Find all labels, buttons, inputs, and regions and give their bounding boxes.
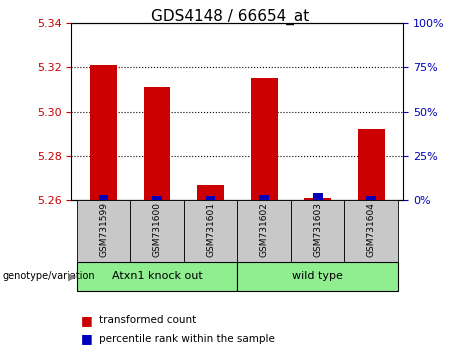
Bar [237,200,291,262]
Bar [197,184,224,200]
Bar [130,200,184,262]
Bar [344,200,398,262]
Bar [77,200,130,262]
Text: Atxn1 knock out: Atxn1 knock out [112,272,202,281]
Text: ■: ■ [81,332,92,345]
Bar [358,129,384,200]
Bar [260,195,269,200]
Text: percentile rank within the sample: percentile rank within the sample [99,334,275,344]
Text: genotype/variation: genotype/variation [2,272,95,281]
Text: GSM731604: GSM731604 [367,202,376,257]
Bar [144,87,171,200]
Bar [366,195,376,200]
Text: GSM731600: GSM731600 [153,202,162,257]
Bar [90,65,117,200]
Bar [99,195,108,200]
Bar [291,200,344,262]
Bar [184,200,237,262]
Bar [313,193,323,200]
Bar [237,262,398,291]
Text: GSM731599: GSM731599 [99,202,108,257]
Text: ▶: ▶ [68,272,77,281]
Text: wild type: wild type [292,272,343,281]
Text: GDS4148 / 66654_at: GDS4148 / 66654_at [151,9,310,25]
Text: transformed count: transformed count [99,315,196,325]
Text: GSM731601: GSM731601 [206,202,215,257]
Bar [251,78,278,200]
Bar [206,196,215,200]
Bar [304,198,331,200]
Text: GSM731603: GSM731603 [313,202,322,257]
Bar [77,262,237,291]
Bar [152,195,162,200]
Text: GSM731602: GSM731602 [260,202,269,257]
Text: ■: ■ [81,314,92,327]
